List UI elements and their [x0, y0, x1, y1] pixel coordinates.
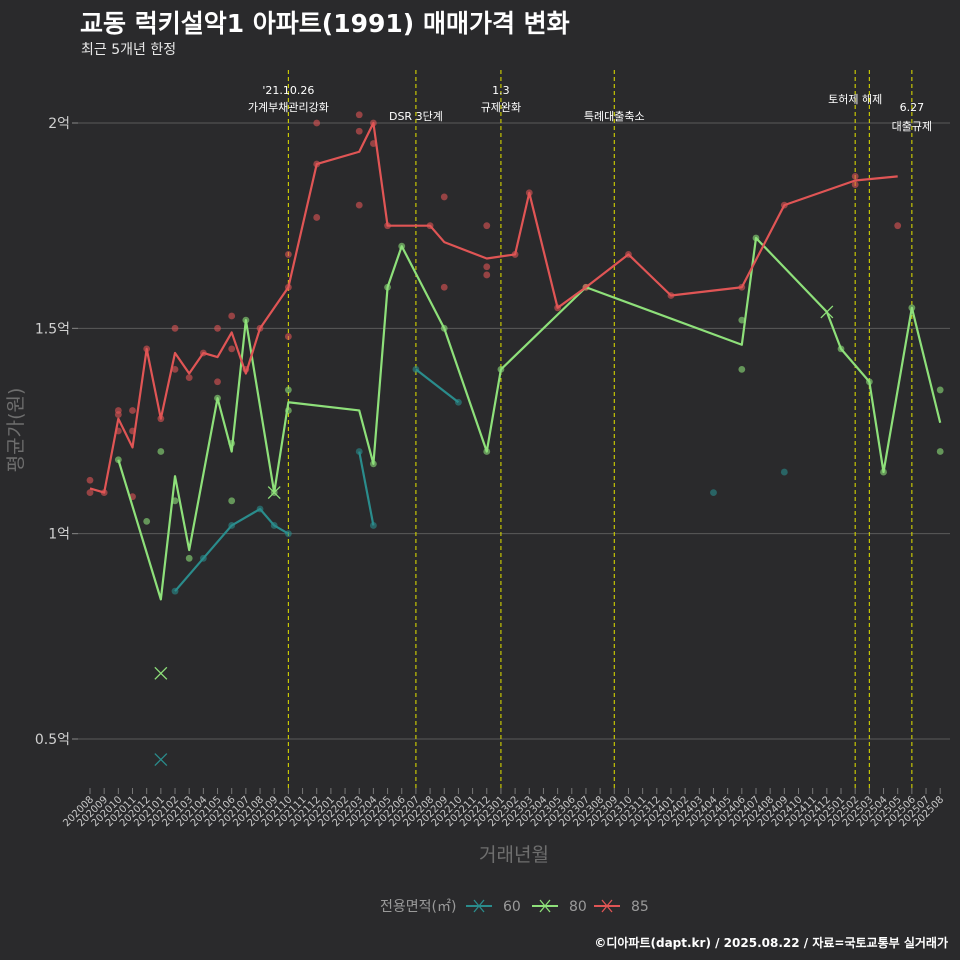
cancelled-x-stroke	[267, 486, 281, 500]
policy-event-label: 토허제 해제	[828, 92, 882, 106]
y-tick-label: 1억	[48, 527, 70, 543]
policy-event-label: '21.10.26	[262, 84, 314, 97]
legend-key-x	[539, 899, 551, 913]
trade-point-85	[86, 489, 94, 496]
trade-point-85	[129, 407, 136, 414]
series-line-60	[174, 507, 289, 592]
trade-point-85	[171, 366, 179, 373]
series-line-80	[117, 236, 942, 601]
trade-point-85	[483, 222, 491, 230]
cancelled-mark-60	[154, 753, 168, 766]
cancelled-mark-80	[820, 305, 834, 319]
legend-key-x	[473, 899, 485, 913]
legend-key-x	[601, 899, 613, 913]
series-line-60	[415, 368, 460, 404]
source-caption: ©디아파트(dapt.kr) / 2025.08.22 / 자료=국토교통부 실…	[594, 936, 948, 950]
trade-point-85	[894, 222, 902, 230]
cancelled-x-stroke	[154, 666, 168, 680]
legend-item-60: 60	[466, 899, 521, 915]
y-tick-label: 0.5억	[35, 732, 70, 748]
trade-point-85	[114, 411, 122, 418]
series-line-85	[89, 121, 898, 494]
trade-point-85	[440, 193, 448, 201]
policy-event-label: 6.27	[900, 101, 925, 114]
legend-label: 80	[569, 899, 587, 915]
trade-point-85	[355, 201, 363, 209]
trade-point-60	[780, 468, 788, 476]
grid-layer	[78, 122, 950, 740]
axis-layer: 0.5억1억1.5억2억2020082020092020102020112020…	[5, 116, 946, 866]
trade-point-85	[851, 181, 859, 189]
trade-point-80	[157, 448, 165, 455]
legend-title: 전용면적(㎡)	[380, 899, 456, 915]
cancelled-x-stroke	[154, 753, 168, 766]
trade-point-85	[483, 271, 491, 279]
trade-point-80	[228, 497, 236, 505]
trade-point-60	[710, 489, 717, 496]
trade-point-80	[738, 316, 746, 324]
policy-event-label: 1.3	[492, 84, 510, 97]
trade-point-85	[284, 333, 292, 340]
y-axis-title: 평균가(원)	[5, 388, 27, 473]
trade-point-80	[936, 386, 944, 394]
trade-point-85	[355, 127, 363, 135]
trade-point-85	[483, 263, 491, 271]
trade-point-80	[284, 386, 292, 394]
trade-point-85	[86, 476, 94, 484]
chart-subtitle: 최근 5개년 한정	[81, 42, 177, 58]
cancelled-x-stroke	[820, 305, 834, 319]
trade-point-85	[214, 324, 221, 332]
y-tick-label: 1.5억	[35, 321, 70, 337]
policy-event-label: 규제완화	[481, 101, 521, 114]
legend-label: 85	[631, 899, 649, 915]
legend-layer: 전용면적(㎡) 60 80 85	[380, 899, 649, 915]
legend-item-85: 85	[594, 899, 649, 915]
cancelled-mark-80	[154, 666, 168, 680]
line-layer	[89, 121, 942, 601]
series-line-60	[358, 451, 375, 526]
trade-point-80	[738, 366, 746, 373]
trade-point-85	[313, 214, 321, 221]
trade-point-80	[143, 517, 151, 525]
cancelled-mark-80	[267, 486, 281, 500]
policy-event-label: 가계부채관리강화	[248, 101, 329, 114]
y-tick-label: 2억	[48, 116, 70, 132]
trade-point-85	[355, 111, 363, 119]
trade-point-85	[284, 251, 292, 258]
trade-point-85	[228, 345, 236, 353]
trade-point-85	[185, 374, 193, 382]
x-axis-title: 거래년월	[479, 844, 549, 866]
trade-point-80	[936, 448, 944, 455]
cancel-layer	[154, 305, 834, 766]
policy-event-label: DSR 3단계	[389, 110, 443, 123]
policy-event-label: 대출규제	[892, 120, 932, 133]
legend-label: 60	[503, 899, 521, 915]
trade-point-85	[214, 378, 221, 386]
point-layer	[86, 111, 944, 595]
trade-point-85	[440, 283, 448, 291]
trade-point-85	[228, 312, 236, 320]
trade-point-85	[313, 119, 321, 127]
trade-point-85	[171, 324, 179, 332]
policy-event-label: 특례대출축소	[584, 110, 645, 123]
legend-item-80: 80	[532, 899, 587, 915]
trade-point-85	[851, 172, 859, 180]
chart-title: 교동 럭키설악1 아파트(1991) 매매가격 변화	[80, 9, 570, 38]
trade-point-80	[185, 554, 193, 562]
